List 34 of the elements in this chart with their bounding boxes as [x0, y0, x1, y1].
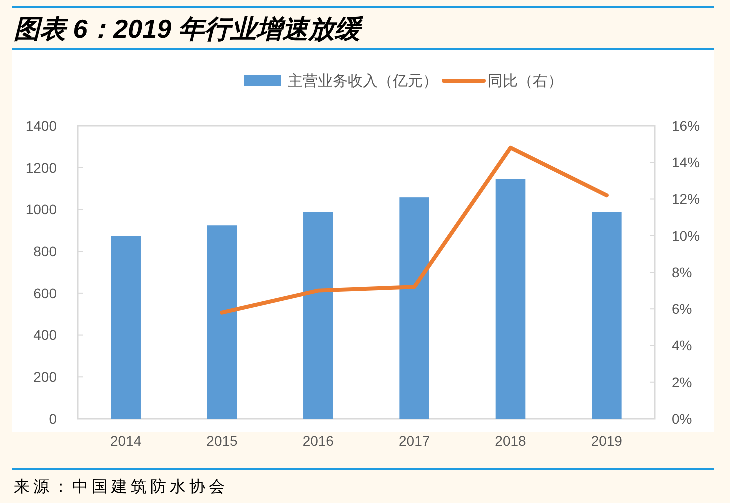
- y-tick-label: 600: [34, 285, 58, 302]
- y2-tick-label: 10%: [672, 228, 700, 244]
- y-tick-label: 800: [34, 243, 58, 260]
- legend-label: 同比（右）: [488, 73, 563, 90]
- bar: [592, 212, 622, 419]
- x-tick-label: 2019: [591, 433, 623, 449]
- y2-tick-label: 16%: [672, 118, 700, 134]
- bar: [111, 236, 141, 419]
- y-tick-label: 1400: [26, 118, 58, 134]
- y-tick-label: 1000: [26, 202, 58, 218]
- y2-tick-label: 12%: [672, 191, 700, 208]
- bar: [304, 212, 334, 419]
- y-tick-label: 0: [49, 410, 58, 427]
- x-tick-label: 2016: [302, 433, 334, 449]
- y-tick-label: 200: [34, 369, 58, 386]
- bar: [207, 226, 238, 419]
- bar: [496, 179, 526, 419]
- x-tick-label: 2015: [206, 433, 238, 449]
- chart-title: 图表 6：2019 年行业增速放缓: [14, 14, 365, 44]
- source-note: 来源：中国建筑防水协会: [14, 478, 228, 496]
- line-series: [220, 146, 609, 315]
- y2-tick-label: 4%: [672, 338, 692, 354]
- x-tick-label: 2017: [399, 433, 430, 449]
- y2-tick-label: 6%: [672, 301, 692, 318]
- y2-tick-label: 14%: [672, 154, 700, 171]
- y-tick-label: 1200: [26, 160, 58, 176]
- legend-label: 主营业务收入（亿元）: [288, 73, 438, 90]
- y2-tick-label: 2%: [672, 374, 692, 390]
- bar: [400, 198, 430, 419]
- x-tick-label: 2014: [110, 433, 142, 449]
- y2-tick-label: 8%: [672, 264, 692, 280]
- x-tick-label: 2018: [495, 433, 527, 449]
- y2-tick-label: 0%: [672, 410, 692, 427]
- y-tick-label: 400: [34, 327, 58, 344]
